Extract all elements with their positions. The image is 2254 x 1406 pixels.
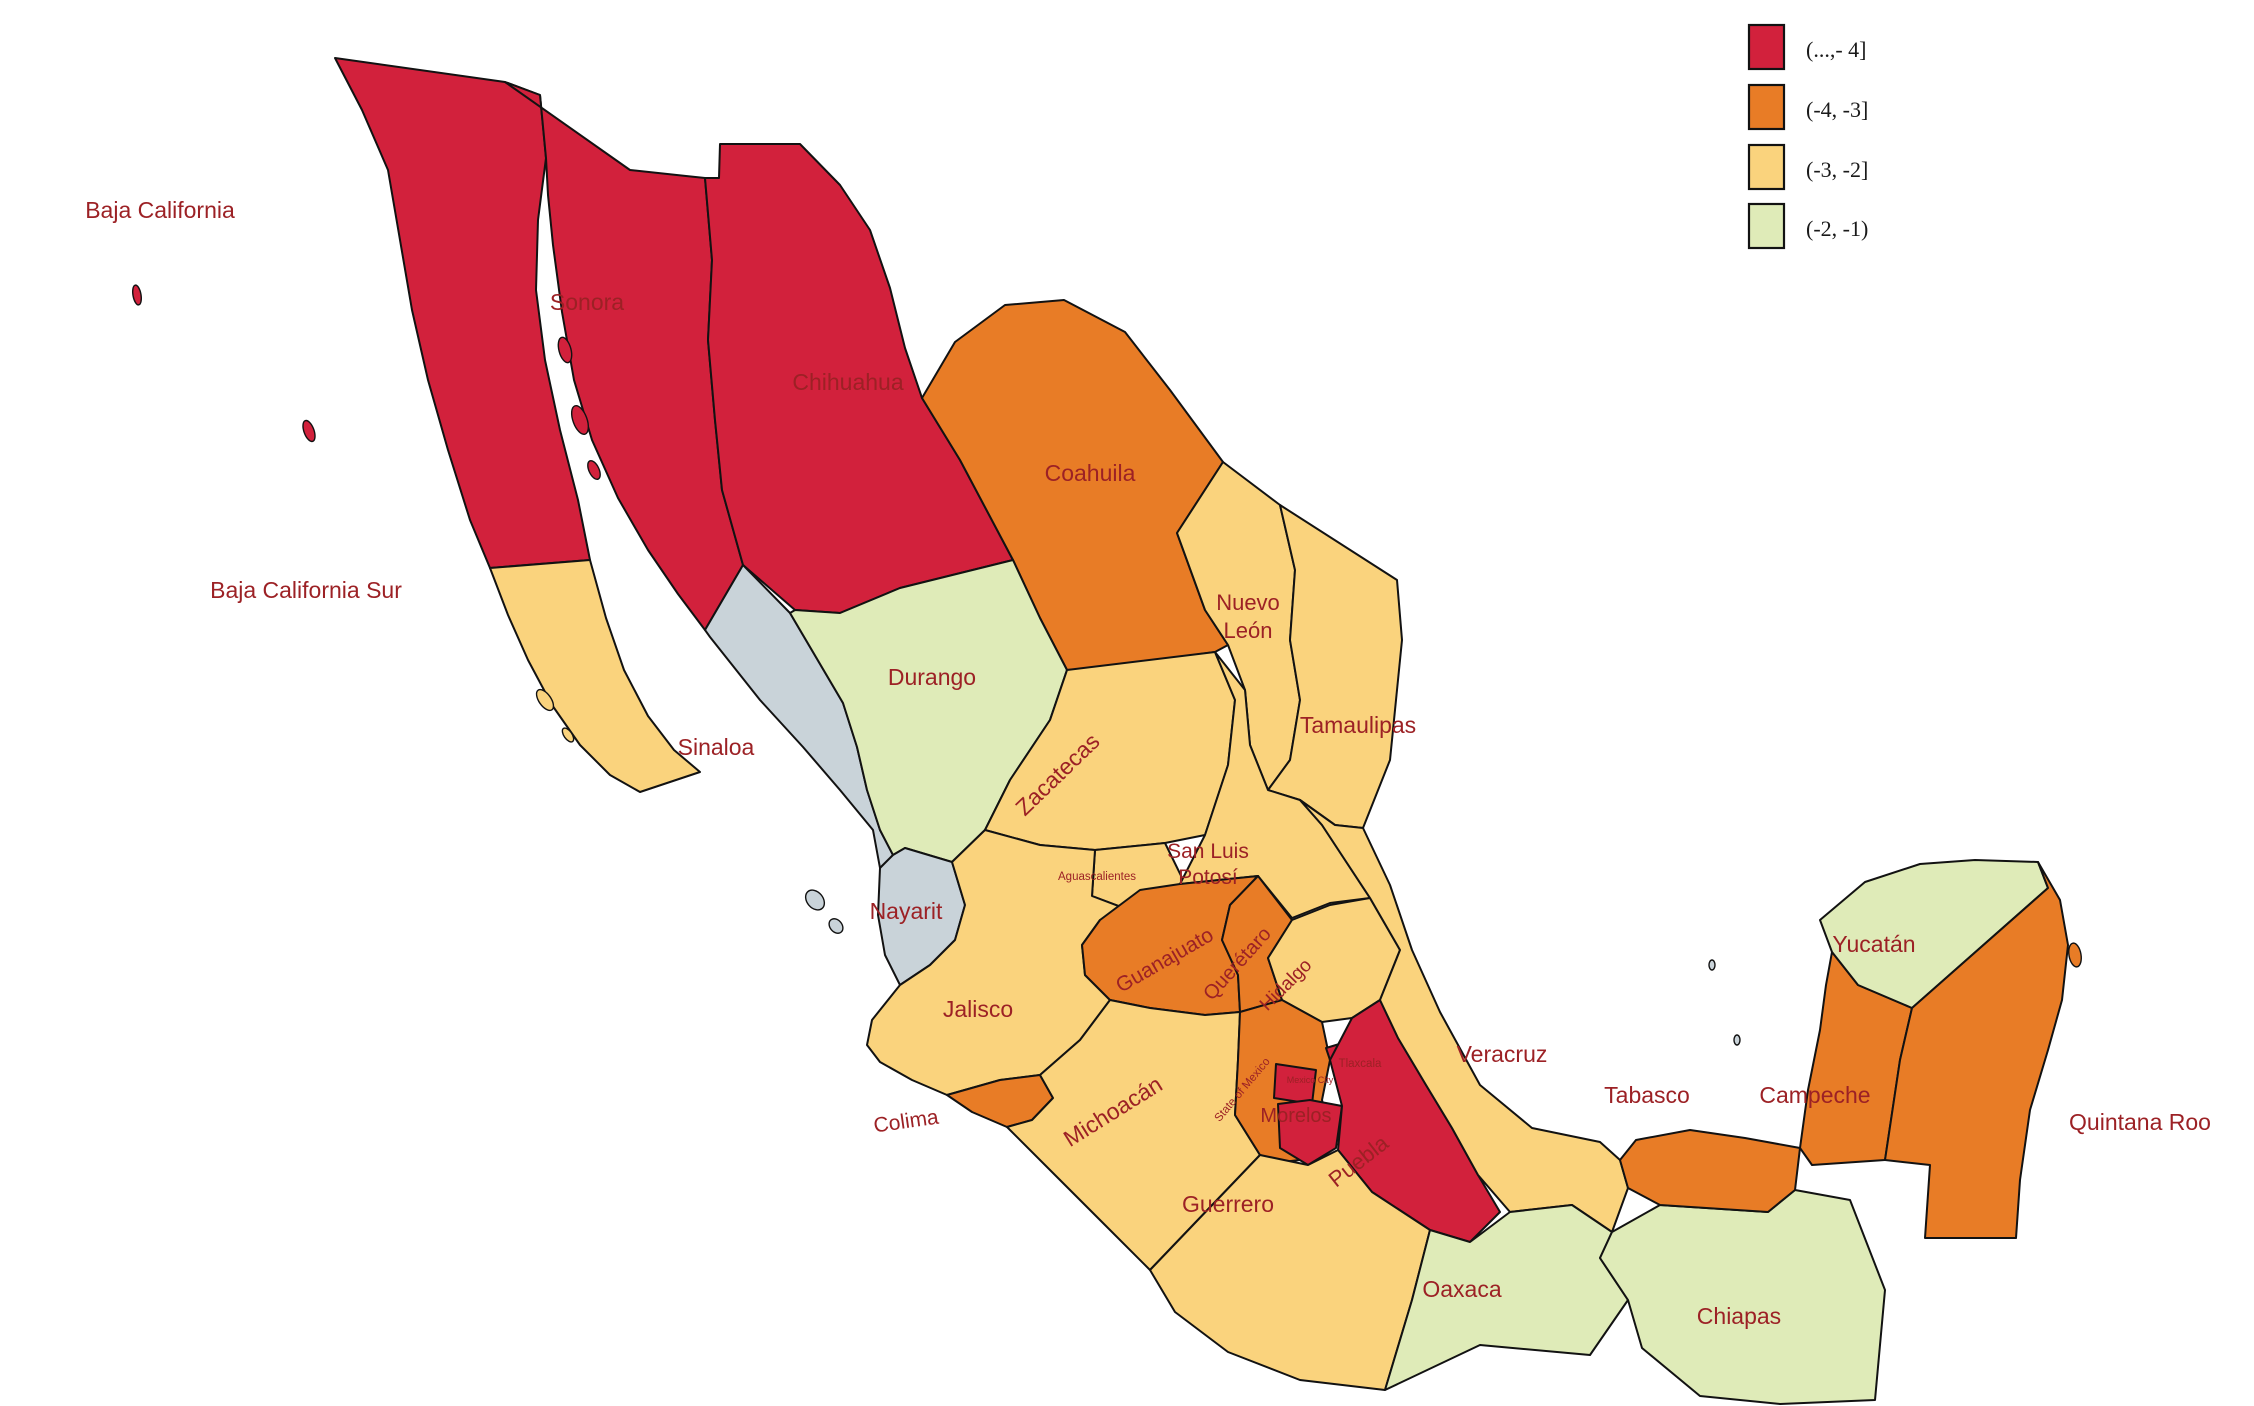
state-label-baja-california-sur: Baja California Sur bbox=[210, 577, 402, 603]
state-chiapas bbox=[1599, 1189, 1886, 1405]
state-label-aguascalientes: Aguascalientes bbox=[1058, 871, 1136, 883]
state-label-baja-california: Baja California bbox=[85, 197, 235, 223]
state-label-morelos: Morelos bbox=[1260, 1105, 1331, 1127]
state-label-chiapas: Chiapas bbox=[1697, 1303, 1781, 1329]
states-layer bbox=[334, 57, 2069, 1405]
state-label-veracruz: Veracruz bbox=[1457, 1041, 1548, 1067]
state-michoacan bbox=[1006, 999, 1261, 1271]
legend-label-2: (-4, -3] bbox=[1806, 97, 1868, 122]
legend-label-1: (...,- 4] bbox=[1806, 37, 1866, 62]
cozumel-island bbox=[2068, 942, 2082, 968]
state-label-colima: Colima bbox=[872, 1106, 940, 1138]
state-label-sonora: Sonora bbox=[550, 289, 624, 315]
state-morelos bbox=[1277, 1099, 1343, 1166]
state-label-sinaloa: Sinaloa bbox=[678, 734, 755, 760]
campeche-cay-1 bbox=[1708, 959, 1716, 971]
state-label-campeche: Campeche bbox=[1759, 1082, 1870, 1108]
state-baja-california-sur bbox=[489, 559, 701, 793]
legend-label-4: (-2, -1) bbox=[1806, 216, 1868, 241]
campeche-cay-2 bbox=[1733, 1034, 1741, 1046]
islands-layer bbox=[131, 284, 2082, 1046]
islas-marias-1 bbox=[804, 889, 826, 911]
magdalena-island bbox=[535, 688, 555, 712]
magdalena-island-2 bbox=[561, 727, 575, 743]
gulf-island-2 bbox=[570, 405, 590, 435]
state-label-jalisco: Jalisco bbox=[943, 996, 1013, 1022]
gulf-island-1 bbox=[557, 336, 573, 364]
legend-item-2: (-4, -3] bbox=[1747, 83, 1868, 131]
state-tabasco bbox=[1619, 1129, 1801, 1213]
state-label-coahuila: Coahuila bbox=[1045, 460, 1136, 486]
state-label-guerrero: Guerrero bbox=[1182, 1191, 1274, 1217]
guadalupe-island bbox=[131, 284, 143, 306]
legend-swatch-bin2 bbox=[1747, 83, 1786, 131]
legend-item-1: (...,- 4] bbox=[1747, 23, 1866, 71]
state-label-nayarit: Nayarit bbox=[870, 898, 943, 924]
state-label-tabasco: Tabasco bbox=[1604, 1082, 1690, 1108]
state-label-chihuahua: Chihuahua bbox=[792, 369, 903, 395]
state-label-yucatan: Yucatán bbox=[1832, 931, 1915, 957]
state-label-san-luis-potosi: San Luis Potosí bbox=[1167, 840, 1249, 889]
state-label-tlaxcala: Tlaxcala bbox=[1339, 1058, 1382, 1070]
state-label-tamaulipas: Tamaulipas bbox=[1300, 712, 1416, 738]
state-label-quintana-roo: Quintana Roo bbox=[2069, 1109, 2211, 1135]
legend-swatch-bin4 bbox=[1747, 202, 1786, 250]
legend-swatch-bin1 bbox=[1747, 23, 1786, 71]
state-label-oaxaca: Oaxaca bbox=[1422, 1276, 1501, 1302]
state-label-durango: Durango bbox=[888, 664, 976, 690]
legend-item-4: (-2, -1) bbox=[1747, 202, 1868, 250]
state-label-nuevo-leon: Nuevo León bbox=[1216, 590, 1280, 643]
legend: (...,- 4] (-4, -3] (-3, -2] (-2, -1) bbox=[1747, 23, 1868, 250]
legend-item-3: (-3, -2] bbox=[1747, 143, 1868, 191]
state-label-mexico-city: Mexico City bbox=[1287, 1075, 1334, 1085]
cedros-island bbox=[302, 419, 316, 443]
islas-marias-2 bbox=[828, 918, 844, 934]
gulf-island-3 bbox=[587, 459, 601, 481]
legend-swatch-bin3 bbox=[1747, 143, 1786, 191]
state-quintana-roo bbox=[1884, 861, 2069, 1239]
legend-label-3: (-3, -2] bbox=[1806, 157, 1868, 182]
